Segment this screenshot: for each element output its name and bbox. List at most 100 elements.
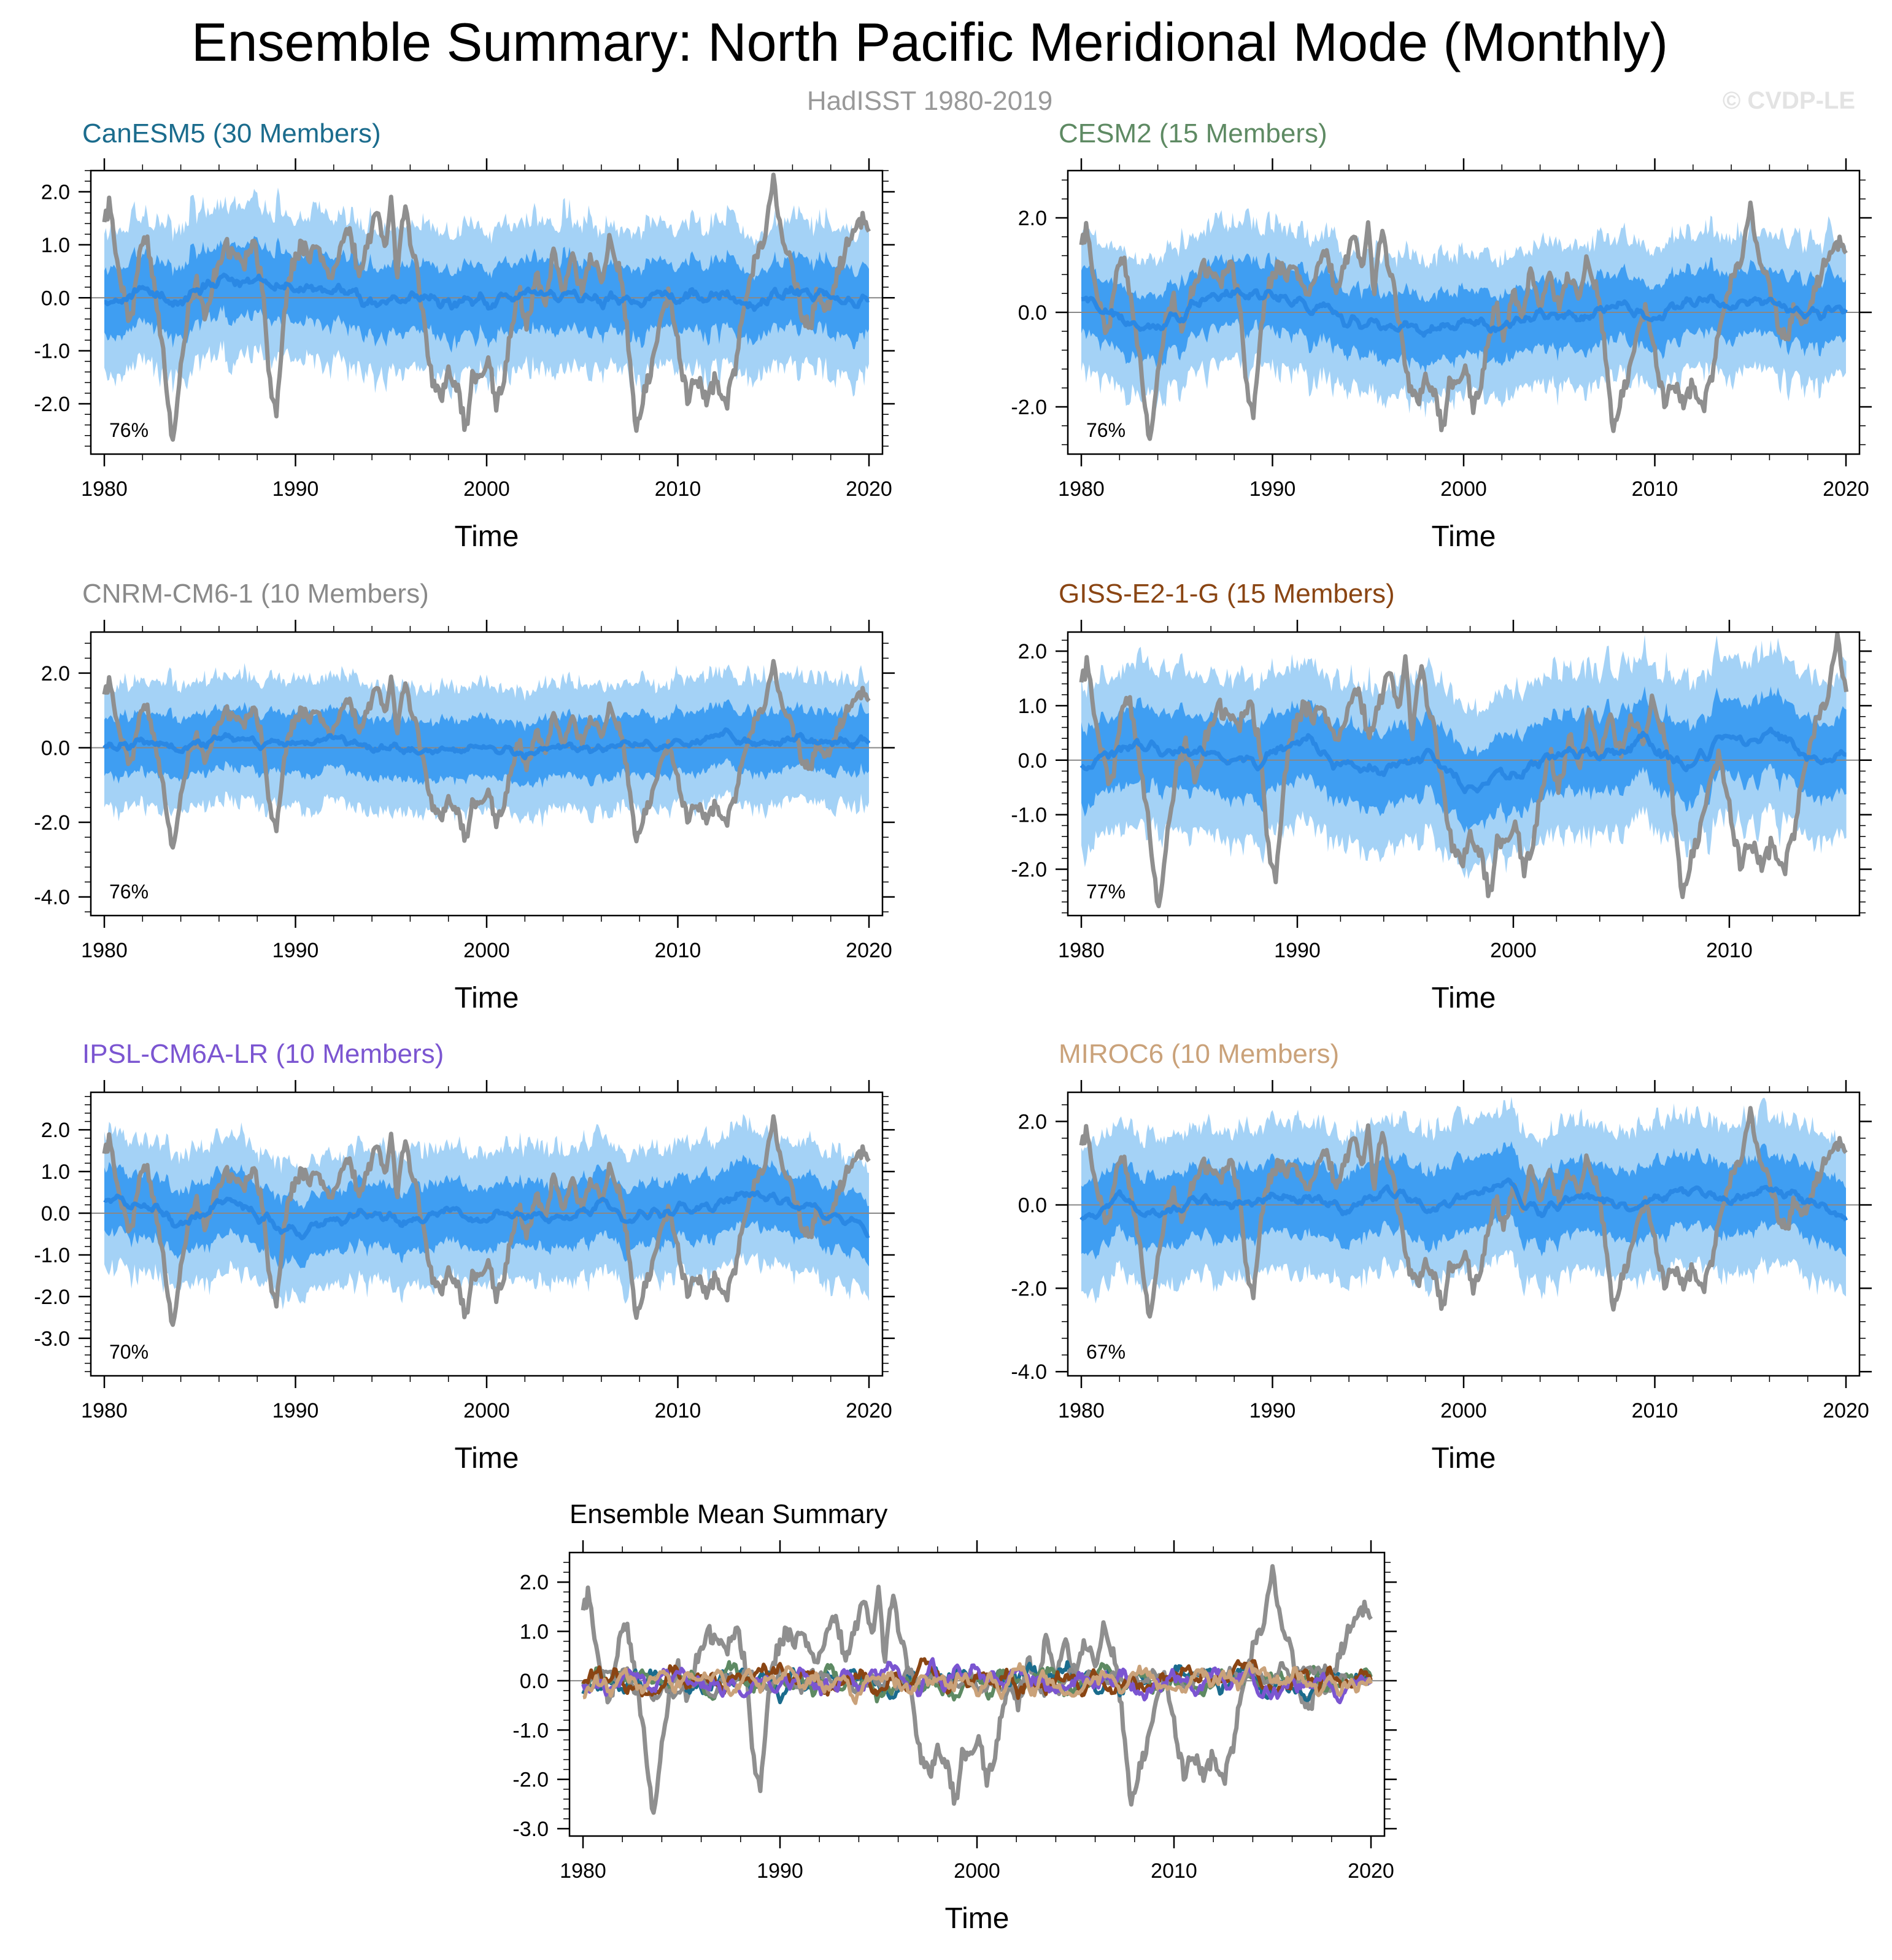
y-tick-label: -1.0 — [1011, 804, 1047, 827]
y-tick-label: 0.0 — [41, 736, 70, 760]
agreement-percent: 76% — [109, 881, 149, 903]
y-tick-label: -3.0 — [512, 1818, 549, 1841]
ensemble-mean-line — [1079, 727, 1847, 795]
y-tick-label: 2.0 — [41, 662, 70, 685]
y-tick-label: 0.0 — [1018, 301, 1047, 325]
y-tick-label: -1.0 — [512, 1719, 549, 1742]
x-axis-label: Time — [455, 1442, 519, 1475]
observations-line — [1079, 632, 1849, 909]
ensemble-mean-line — [103, 1190, 870, 1241]
y-tick-label: 2.0 — [41, 1119, 70, 1142]
band-25-75 — [104, 1154, 869, 1270]
subtitle: HadISST 1980-2019 — [806, 86, 1053, 116]
x-axis-label: Time — [1432, 520, 1496, 553]
ensemble-mean-line — [102, 727, 871, 761]
plot-frame — [1067, 631, 1861, 917]
y-tick-label: -1.0 — [34, 340, 70, 363]
watermark: © CVDP-LE — [1722, 87, 1855, 114]
y-tick-label: -2.0 — [1011, 1277, 1047, 1300]
x-tick-label: 2020 — [1823, 1399, 1869, 1422]
series-ipsl-cm6a-lr — [581, 1657, 1372, 1705]
y-tick-label: 2.0 — [41, 181, 70, 204]
y-tick-label: -2.0 — [34, 811, 70, 835]
plot-area — [1068, 1097, 1859, 1319]
x-axis-label: Time — [945, 1902, 1010, 1935]
x-axis-label: Time — [455, 520, 519, 553]
x-tick-label: 2000 — [463, 477, 510, 501]
plot-area — [1068, 200, 1859, 441]
x-tick-label: 2020 — [846, 477, 892, 501]
agreement-percent: 76% — [109, 419, 149, 441]
y-tick-label: -4.0 — [34, 886, 70, 909]
ensemble-mean-line — [1079, 1177, 1848, 1222]
x-axis-label: Time — [1432, 1442, 1496, 1475]
y-tick-label: -2.0 — [1011, 396, 1047, 419]
x-tick-label: 1990 — [272, 477, 319, 501]
plot-area — [570, 1564, 1384, 1815]
x-tick-label: 2010 — [655, 939, 701, 962]
x-axis-label: Time — [455, 982, 519, 1014]
y-tick-label: -1.0 — [34, 1244, 70, 1267]
observations-line — [1079, 1106, 1848, 1319]
x-tick-label: 1990 — [757, 1859, 803, 1883]
series-miroc6 — [582, 1661, 1373, 1705]
x-tick-label: 1980 — [81, 939, 128, 962]
x-tick-label: 1980 — [81, 1399, 128, 1422]
x-tick-label: 2000 — [954, 1859, 1000, 1883]
x-tick-label: 1990 — [272, 939, 319, 962]
x-tick-label: 1990 — [272, 1399, 319, 1422]
agreement-percent: 70% — [109, 1341, 149, 1363]
y-tick-label: 1.0 — [41, 1160, 70, 1184]
x-tick-label: 2000 — [1490, 939, 1537, 962]
x-tick-label: 2000 — [1440, 1399, 1487, 1422]
ensemble-mean-line — [1081, 287, 1848, 338]
x-tick-label: 2010 — [655, 477, 701, 501]
agreement-percent: 67% — [1086, 1341, 1126, 1363]
plot-area — [91, 172, 882, 442]
agreement-percent: 76% — [1086, 419, 1126, 441]
y-tick-label: 0.0 — [1018, 1194, 1047, 1217]
y-tick-label: 2.0 — [520, 1571, 549, 1594]
x-tick-label: 2010 — [655, 1399, 701, 1422]
y-tick-label: 2.0 — [1018, 207, 1047, 230]
y-tick-label: 1.0 — [1018, 695, 1047, 718]
panel-cnrm: 1980 1990 2000 2010 2020 2.0 0.0 -2.0 -4.0 CNRM-C… — [34, 579, 895, 1014]
x-tick-label: 2020 — [1348, 1859, 1394, 1883]
x-tick-label: 2000 — [1440, 477, 1487, 501]
y-tick-label: 2.0 — [1018, 640, 1047, 663]
y-tick-label: 1.0 — [41, 234, 70, 257]
y-tick-label: -3.0 — [34, 1327, 70, 1351]
observations-line — [102, 1114, 871, 1327]
x-tick-label: 2000 — [463, 939, 510, 962]
ensemble-mean-line — [104, 272, 870, 312]
x-axis-label: Time — [1432, 982, 1496, 1014]
y-tick-label: -2.0 — [34, 393, 70, 416]
panel-giss: 1980 1990 2000 2010 2.0 1.0 0.0 -1.0 -2.0 GISS-E2… — [1011, 579, 1872, 1014]
x-tick-label: 1990 — [1249, 477, 1296, 501]
panel-title: IPSL-CM6A-LR (10 Members) — [82, 1039, 444, 1069]
panel-miroc6: 1980 1990 2000 2010 2020 2.0 0.0 -2.0 -4.0 MIROC6… — [1011, 1039, 1872, 1475]
panel-canesm5: 1980 1990 2000 2010 2020 2.0 1.0 0.0 -1.0 -2.0 Can… — [34, 118, 895, 553]
plot-area — [91, 1114, 882, 1327]
observations-line — [1079, 200, 1848, 441]
panel-ipsl: 1980 1990 2000 2010 2020 2.0 1.0 0.0 -1.0 -2.0 -3.… — [34, 1039, 895, 1475]
x-tick-label: 2010 — [1706, 939, 1753, 962]
observations-line — [102, 172, 871, 442]
x-tick-label: 2020 — [846, 939, 892, 962]
plot-area — [1068, 632, 1859, 909]
x-tick-label: 1980 — [81, 477, 128, 501]
y-tick-label: 0.0 — [41, 287, 70, 310]
main-title: Ensemble Summary: North Pacific Meridion… — [191, 12, 1669, 72]
panel-title: GISS-E2-1-G (15 Members) — [1059, 579, 1395, 609]
y-tick-label: 1.0 — [520, 1621, 549, 1644]
y-tick-label: 0.0 — [41, 1202, 70, 1225]
x-tick-label: 2000 — [463, 1399, 510, 1422]
panel-title: MIROC6 (10 Members) — [1059, 1039, 1339, 1069]
x-tick-label: 2010 — [1632, 477, 1678, 501]
observations-line — [102, 658, 871, 850]
x-tick-label: 2020 — [1823, 477, 1869, 501]
y-tick-label: 0.0 — [520, 1670, 549, 1693]
panel-cesm2: 1980 1990 2000 2010 2020 2.0 0.0 -2.0 CESM2 (15 … — [1011, 118, 1872, 553]
x-tick-label: 1980 — [560, 1859, 606, 1883]
